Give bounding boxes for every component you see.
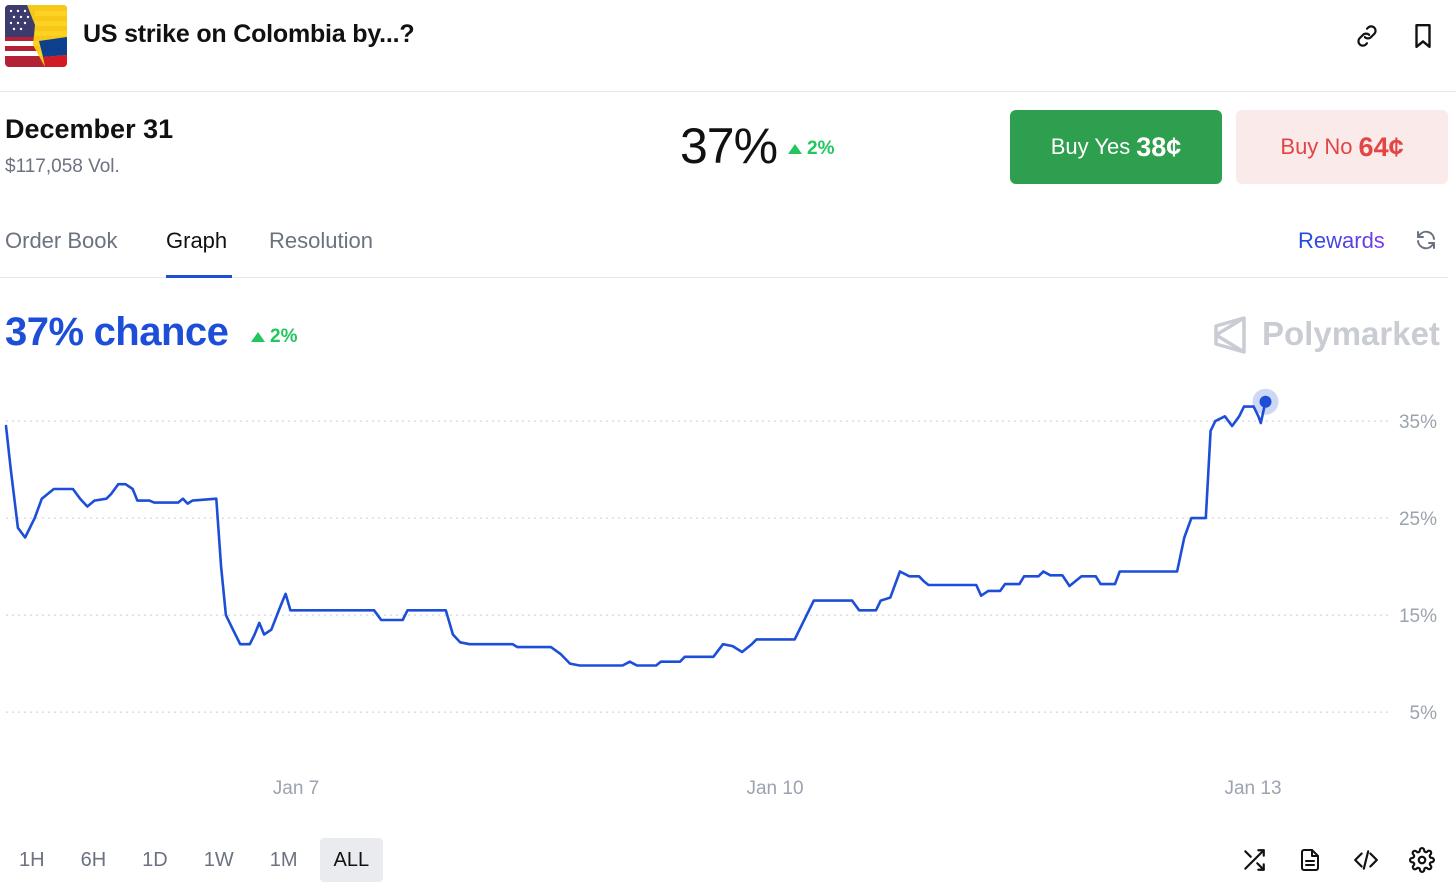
refresh-icon[interactable] — [1414, 228, 1440, 254]
rewards-link[interactable]: Rewards — [1298, 228, 1385, 253]
y-tick-label: 5% — [1410, 703, 1438, 724]
x-tick-label: Jan 13 — [1224, 778, 1281, 799]
shuffle-icon[interactable] — [1238, 845, 1270, 875]
tab-bar: Order Book Graph Resolution — [0, 210, 1448, 278]
buy-yes-price: 38¢ — [1136, 131, 1182, 162]
range-all[interactable]: ALL — [319, 838, 384, 882]
flag-icon — [5, 5, 67, 67]
tab-order-book[interactable]: Order Book — [5, 228, 118, 253]
range-1d[interactable]: 1D — [142, 848, 168, 871]
document-icon[interactable] — [1294, 845, 1326, 875]
tab-resolution[interactable]: Resolution — [269, 228, 373, 253]
outcome-title: December 31 — [5, 114, 174, 144]
chance-change: 2% — [251, 326, 297, 348]
volume-text: $117,058 Vol. — [5, 156, 120, 177]
up-triangle-icon — [788, 144, 802, 154]
polymarket-logo-icon — [1214, 316, 1246, 354]
tab-graph[interactable]: Graph — [166, 228, 228, 253]
probability-line — [4, 400, 1267, 667]
range-6h[interactable]: 6H — [80, 848, 107, 871]
y-tick-label: 25% — [1399, 509, 1437, 530]
link-icon[interactable] — [1352, 20, 1382, 52]
range-1w[interactable]: 1W — [203, 848, 234, 871]
buy-yes-label: Buy Yes — [1050, 134, 1131, 159]
chance-change-value: 2% — [270, 326, 298, 347]
bookmark-icon[interactable] — [1408, 20, 1438, 52]
y-tick-label: 35% — [1399, 412, 1437, 433]
buy-no-label: Buy No — [1280, 134, 1353, 159]
buy-yes-button[interactable]: Buy Yes 38¢ — [1010, 110, 1222, 184]
probability-chart: 35% 25% 15% 5% Jan 7 Jan 10 Jan 13 — [4, 388, 1438, 799]
chance-label: chance — [93, 310, 229, 354]
up-triangle-icon — [251, 332, 265, 342]
market-title: US strike on Colombia by...? — [83, 20, 415, 48]
current-point[interactable] — [1259, 395, 1272, 408]
active-tab-indicator — [166, 275, 232, 278]
settings-icon[interactable] — [1406, 845, 1438, 875]
code-icon[interactable] — [1350, 845, 1382, 875]
x-tick-label: Jan 10 — [746, 778, 803, 799]
time-range-selector: 1H 6H 1D 1W 1M ALL — [5, 838, 384, 882]
market-flag-image — [5, 5, 67, 67]
market-header: US strike on Colombia by...? — [0, 0, 1456, 92]
watermark-text: Polymarket — [1262, 315, 1440, 352]
buy-no-button[interactable]: Buy No 64¢ — [1236, 110, 1448, 184]
x-tick-label: Jan 7 — [273, 778, 319, 799]
y-tick-label: 15% — [1399, 606, 1437, 627]
chance-heading: 37% chance — [5, 310, 229, 355]
chance-value: 37% — [5, 310, 84, 354]
buy-no-price: 64¢ — [1358, 131, 1404, 162]
range-1h[interactable]: 1H — [19, 848, 45, 871]
polymarket-watermark: Polymarket — [1212, 314, 1440, 354]
probability-change-value: 2% — [807, 138, 835, 159]
probability-change: 2% — [788, 138, 834, 160]
probability-value: 37% — [680, 118, 778, 174]
range-1m[interactable]: 1M — [269, 848, 298, 871]
